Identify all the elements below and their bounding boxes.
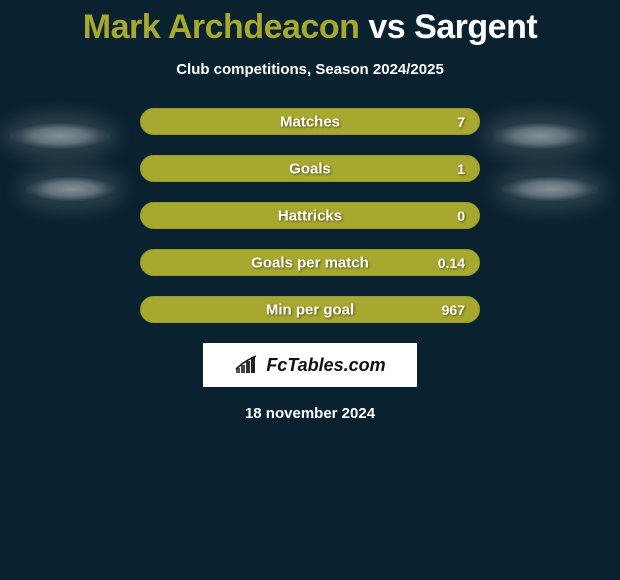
player2-name: Sargent: [414, 8, 537, 46]
stat-bar: Goals 1: [140, 155, 480, 182]
stat-value: 7: [457, 114, 465, 130]
logo-box: FcTables.com: [203, 343, 417, 387]
stat-label: Hattricks: [278, 207, 342, 224]
vs-text: vs: [368, 8, 405, 46]
glow-ellipse: [26, 176, 116, 202]
date-text: 18 november 2024: [0, 405, 620, 422]
stat-label: Goals per match: [251, 254, 369, 271]
stat-bar: Matches 7: [140, 108, 480, 135]
stat-label: Min per goal: [266, 301, 354, 318]
stat-value: 1: [457, 161, 465, 177]
logo-text: FcTables.com: [266, 355, 385, 376]
glow-ellipse: [10, 122, 110, 150]
logo-chart-icon: [234, 354, 262, 376]
stat-bar: Goals per match 0.14: [140, 249, 480, 276]
glow-ellipse: [492, 122, 588, 150]
subtitle: Club competitions, Season 2024/2025: [0, 61, 620, 78]
comparison-title: Mark Archdeacon vs Sargent: [0, 0, 620, 47]
stat-label: Matches: [280, 113, 340, 130]
stat-bar: Min per goal 967: [140, 296, 480, 323]
glow-ellipse: [502, 176, 598, 202]
player1-name: Mark Archdeacon: [83, 8, 360, 46]
stat-value: 0: [457, 208, 465, 224]
stat-value: 0.14: [438, 255, 465, 271]
stat-label: Goals: [289, 160, 331, 177]
stat-value: 967: [442, 302, 465, 318]
stat-bar: Hattricks 0: [140, 202, 480, 229]
